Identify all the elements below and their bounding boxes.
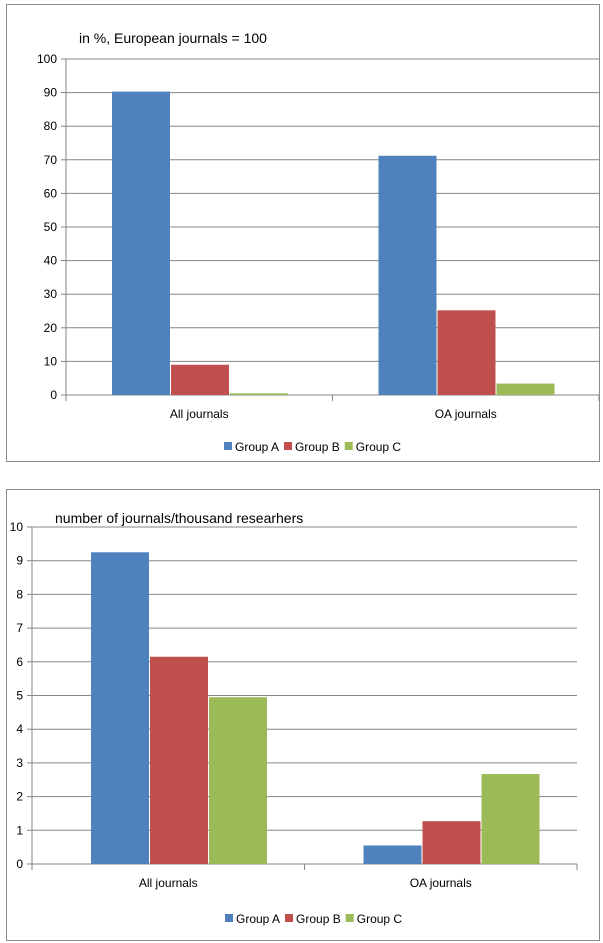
legend-swatch <box>344 442 353 450</box>
y-tick-label: 100 <box>37 52 57 66</box>
legend-label: Group A <box>235 440 279 454</box>
bar-group-b <box>171 364 229 395</box>
legend-label: Group A <box>236 912 280 926</box>
y-tick-label: 0 <box>50 388 57 402</box>
legend-swatch <box>345 914 354 922</box>
legend-swatch <box>225 914 233 922</box>
chart-title: number of journals/thousand researhers <box>55 510 303 526</box>
y-tick-label: 70 <box>44 153 58 167</box>
legend-label: Group B <box>296 912 341 926</box>
legend-label: Group B <box>295 440 340 454</box>
y-tick-label: 1 <box>16 823 23 837</box>
y-tick-label: 7 <box>16 621 23 635</box>
bar-group-b <box>422 821 481 864</box>
y-tick-label: 3 <box>16 756 23 770</box>
y-tick-label: 10 <box>44 354 58 368</box>
y-tick-label: 5 <box>16 689 23 703</box>
y-tick-label: 30 <box>44 287 58 301</box>
bar-group-c <box>230 393 288 395</box>
bar-group-a <box>363 845 422 864</box>
x-category-label: OA journals <box>435 407 497 421</box>
y-tick-label: 0 <box>16 857 23 871</box>
chart-title: in %, European journals = 100 <box>79 30 267 46</box>
bar-group-c <box>209 697 267 864</box>
chart-1-svg: 0 10 20 30 40 50 60 70 80 90 100 All journals OA jou… <box>37 30 599 454</box>
y-tick-label: 6 <box>16 655 23 669</box>
y-tick-label: 60 <box>44 186 58 200</box>
y-tick-label: 2 <box>16 790 23 804</box>
legend-swatch <box>224 442 232 450</box>
bar-group-b <box>437 310 496 395</box>
legend-label: Group C <box>356 440 402 454</box>
y-tick-label: 80 <box>44 119 58 133</box>
legend-swatch <box>285 914 294 922</box>
x-category-label: All journals <box>139 876 198 890</box>
y-tick-label: 90 <box>44 86 58 100</box>
y-tick-label: 50 <box>44 220 58 234</box>
bar-group-a <box>112 91 170 395</box>
chart-2-frame: 0 1 2 3 4 5 6 7 8 9 10 All journals OA journals numbe… <box>6 489 600 941</box>
y-tick-label: 40 <box>44 254 58 268</box>
y-tick-label: 10 <box>10 520 24 534</box>
y-tick-label: 20 <box>44 321 58 335</box>
chart-2-svg: 0 1 2 3 4 5 6 7 8 9 10 All journals OA journals numbe… <box>10 510 578 926</box>
y-tick-label: 9 <box>16 554 23 568</box>
bar-group-c <box>496 383 555 395</box>
bar-group-a <box>91 552 149 864</box>
bar-group-a <box>378 155 437 395</box>
y-tick-label: 8 <box>16 587 23 601</box>
y-tick-label: 4 <box>16 722 23 736</box>
legend-label: Group C <box>357 912 403 926</box>
bar-group-c <box>481 774 540 864</box>
chart-1-frame: 0 10 20 30 40 50 60 70 80 90 100 All journals OA jou… <box>6 4 600 462</box>
x-category-label: All journals <box>170 407 229 421</box>
legend-swatch <box>284 442 293 450</box>
x-category-label: OA journals <box>410 876 472 890</box>
bar-group-b <box>150 656 208 864</box>
